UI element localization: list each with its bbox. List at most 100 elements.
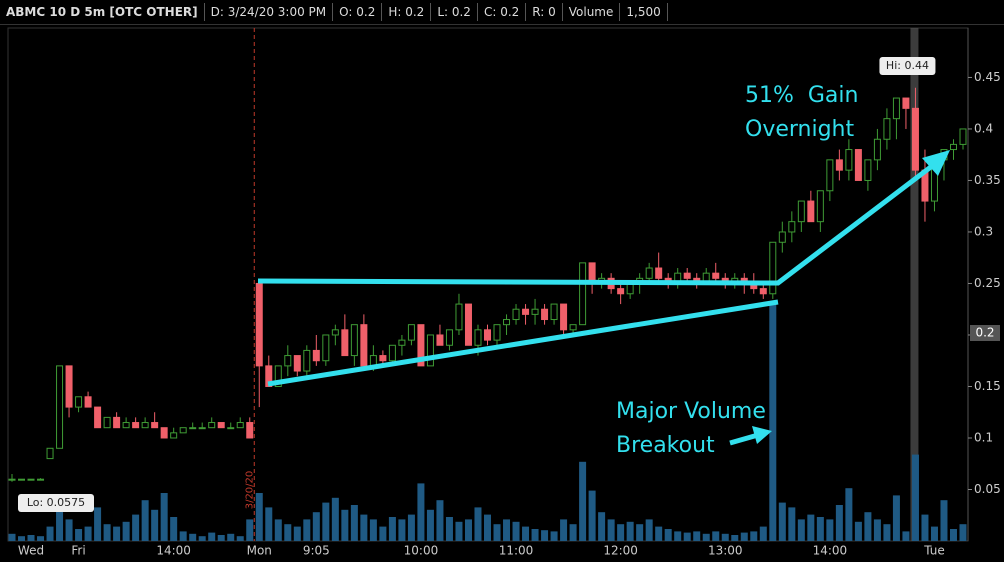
- annotation: 51% Gain: [745, 83, 858, 108]
- volume-bar: [227, 533, 235, 541]
- candle-body: [322, 334, 330, 362]
- divider-label: 3/20/20: [244, 471, 255, 510]
- volume-bar: [607, 519, 615, 541]
- volume-bar: [46, 526, 54, 541]
- y-tick-label: 0.4: [974, 121, 993, 135]
- header-field: O: 0.2: [333, 3, 383, 21]
- header-field: D: 3/24/20 3:00 PM: [205, 3, 334, 21]
- volume-bar: [350, 505, 358, 541]
- volume-bar: [522, 526, 530, 541]
- candle-body: [388, 344, 396, 362]
- volume-bar: [436, 500, 444, 541]
- volume-bar: [303, 519, 311, 541]
- candle-body: [864, 159, 872, 181]
- volume-bar: [426, 509, 434, 541]
- lo-label-box: [18, 494, 94, 512]
- volume-bar: [683, 532, 691, 541]
- volume-bar: [322, 502, 330, 541]
- volume-bar: [56, 509, 64, 541]
- volume-bar: [75, 529, 83, 541]
- y-tick-label: 0.15: [974, 379, 1001, 393]
- candle-body: [350, 324, 358, 357]
- volume-bar: [816, 517, 824, 541]
- volume-bar: [864, 512, 872, 541]
- volume-bar: [826, 519, 834, 541]
- candle-body: [959, 128, 967, 145]
- candle-body: [255, 282, 263, 367]
- volume-bar: [883, 524, 891, 541]
- candle-body: [949, 143, 957, 151]
- volume-bar: [626, 521, 634, 541]
- volume-bar: [503, 519, 511, 541]
- candle-body: [835, 159, 843, 171]
- candle-body: [655, 267, 663, 279]
- candle-body: [883, 118, 891, 140]
- breakout-arrow-head: [752, 426, 772, 444]
- volume-bar: [27, 535, 35, 541]
- volume-bar: [8, 533, 16, 541]
- header-field: Volume: [563, 3, 621, 21]
- candle-body: [65, 365, 73, 408]
- annotation: Breakout: [616, 433, 715, 458]
- volume-bar: [293, 526, 301, 541]
- candle-body: [474, 329, 482, 346]
- volume-bar: [37, 536, 45, 541]
- volume-bar: [170, 517, 178, 541]
- x-tick-label: Mon: [247, 544, 272, 558]
- volume-bar: [579, 461, 587, 541]
- candle-body: [579, 262, 587, 326]
- volume-bar: [94, 507, 102, 541]
- candle-body: [217, 422, 225, 429]
- volume-bar: [179, 531, 187, 541]
- volume-bar: [379, 526, 387, 541]
- volume-bar: [541, 530, 549, 541]
- volume-bar: [550, 531, 558, 541]
- candle-body: [8, 478, 16, 481]
- volume-bar: [797, 519, 805, 541]
- volume-bar: [341, 509, 349, 541]
- candle-body: [189, 427, 197, 430]
- y-tick-label: 0.25: [974, 276, 1001, 290]
- volume-bar: [474, 507, 482, 541]
- volume-bar: [493, 524, 501, 541]
- candle-body: [426, 334, 434, 367]
- volume-bar: [740, 532, 748, 541]
- volume-bar: [835, 505, 843, 541]
- candle-body: [417, 324, 425, 367]
- volume-bar: [407, 514, 415, 541]
- candle-body: [179, 427, 187, 434]
- last-price-label: 0.2: [975, 326, 994, 340]
- x-tick-label: 12:00: [603, 544, 638, 558]
- candle-body: [464, 303, 472, 346]
- candle-body: [122, 422, 130, 429]
- candle-body: [569, 324, 577, 331]
- candle-body: [37, 478, 45, 481]
- header-field: 1,500: [620, 3, 668, 21]
- volume-bar: [598, 512, 606, 541]
- volume-bar: [873, 519, 881, 541]
- x-tick-label: 10:00: [404, 544, 439, 558]
- candle-body: [293, 355, 301, 372]
- candle-body: [550, 303, 558, 321]
- candle-body: [84, 396, 92, 408]
- candle-body: [522, 308, 530, 315]
- volume-bar: [750, 531, 758, 541]
- x-tick-label: 9:05: [303, 544, 330, 558]
- volume-bar: [892, 495, 900, 541]
- candle-body: [911, 107, 919, 171]
- volume-bar: [331, 497, 339, 541]
- volume-bar: [398, 519, 406, 541]
- header-field: C: 0.2: [478, 3, 527, 21]
- volume-bar: [617, 524, 625, 541]
- y-tick-label: 0.05: [974, 482, 1001, 496]
- volume-bar: [236, 536, 244, 541]
- x-tick-label: 14:00: [156, 544, 191, 558]
- volume-bar: [417, 483, 425, 541]
- candle-body: [151, 422, 159, 429]
- volume-bar: [769, 301, 777, 541]
- candle-body: [683, 272, 691, 279]
- volume-bar: [569, 524, 577, 541]
- volume-bar: [911, 454, 919, 541]
- volume-bar: [388, 517, 396, 541]
- volume-bar: [65, 519, 73, 541]
